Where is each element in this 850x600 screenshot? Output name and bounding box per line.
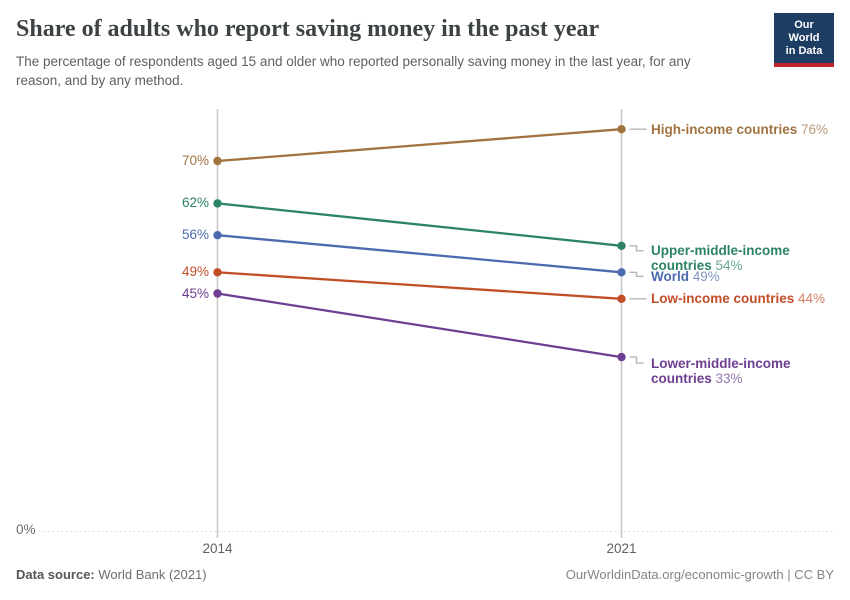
- data-point-upper-middle-income-countries-2014: [213, 199, 222, 208]
- series-line-low-income-countries: [217, 271, 622, 300]
- series-label-high-income-countries[interactable]: High-income countries 76%: [651, 122, 828, 137]
- end-value-label-high-income-countries: 76%: [797, 121, 829, 137]
- footer-citation-link[interactable]: OurWorldinData.org/economic-growth | CC …: [565, 567, 834, 582]
- end-value-label-lower-middle-income-countries: 33%: [711, 370, 743, 386]
- data-source-label: Data source:: [16, 567, 95, 582]
- data-source-value: World Bank (2021): [98, 567, 207, 582]
- data-point-low-income-countries-2014: [213, 268, 222, 277]
- logo-line2: in Data: [785, 45, 823, 57]
- series-name-high-income-countries: High-income countries: [651, 121, 798, 137]
- series-label-upper-middle-income-countries[interactable]: Upper-middle-income countries 54%: [651, 243, 847, 273]
- start-value-label-low-income-countries: 49%: [181, 264, 209, 280]
- series-line-lower-middle-income-countries: [217, 292, 622, 359]
- series-name-low-income-countries: Low-income countries: [651, 291, 795, 307]
- chart-subtitle: The percentage of respondents aged 15 an…: [16, 54, 691, 88]
- series-line-world: [217, 234, 622, 274]
- label-connector-upper-middle-income-countries: [629, 245, 644, 252]
- series-label-world[interactable]: World 49%: [651, 269, 720, 284]
- owid-logo[interactable]: Our World in Data: [774, 13, 834, 67]
- data-point-high-income-countries-2021: [617, 125, 626, 134]
- series-name-lower-middle-income-countries: Lower-middle-income countries: [651, 355, 791, 386]
- end-value-label-world: 49%: [689, 268, 720, 284]
- start-value-label-lower-middle-income-countries: 45%: [181, 285, 209, 301]
- chart-title: Share of adults who report saving money …: [16, 16, 600, 42]
- end-value-label-upper-middle-income-countries: 54%: [711, 258, 743, 274]
- x-axis-label-2021: 2021: [606, 541, 637, 556]
- data-point-lower-middle-income-countries-2014: [213, 289, 222, 298]
- x-axis-label-2014: 2014: [202, 541, 233, 556]
- logo-red-bar: [774, 63, 834, 67]
- series-label-lower-middle-income-countries[interactable]: Lower-middle-income countries 33%: [651, 356, 847, 386]
- logo-line1: Our World: [788, 19, 820, 44]
- start-value-label-world: 56%: [181, 227, 209, 243]
- data-point-low-income-countries-2021: [617, 294, 626, 303]
- data-point-lower-middle-income-countries-2021: [617, 352, 626, 362]
- series-line-high-income-countries: [217, 128, 622, 163]
- data-point-high-income-countries-2014: [213, 156, 222, 166]
- series-label-low-income-countries[interactable]: Low-income countries 44%: [651, 291, 825, 306]
- data-point-upper-middle-income-countries-2021: [617, 241, 626, 250]
- series-line-upper-middle-income-countries: [217, 202, 622, 247]
- label-connector-lower-middle-income-countries: [629, 356, 644, 364]
- data-point-world-2021: [617, 268, 626, 277]
- end-value-label-low-income-countries: 44%: [794, 291, 826, 307]
- owid-logo-text: Our World in Data: [774, 13, 834, 63]
- label-connector-world: [629, 271, 644, 277]
- start-value-label-high-income-countries: 70%: [181, 153, 209, 168]
- series-name-upper-middle-income-countries: Upper-middle-income countries: [651, 243, 790, 274]
- start-value-label-upper-middle-income-countries: 62%: [181, 195, 209, 211]
- y-axis-zero-label: 0%: [16, 522, 36, 537]
- series-name-world: World: [651, 268, 689, 284]
- data-point-world-2014: [213, 231, 222, 240]
- data-source: Data source: World Bank (2021): [16, 567, 207, 582]
